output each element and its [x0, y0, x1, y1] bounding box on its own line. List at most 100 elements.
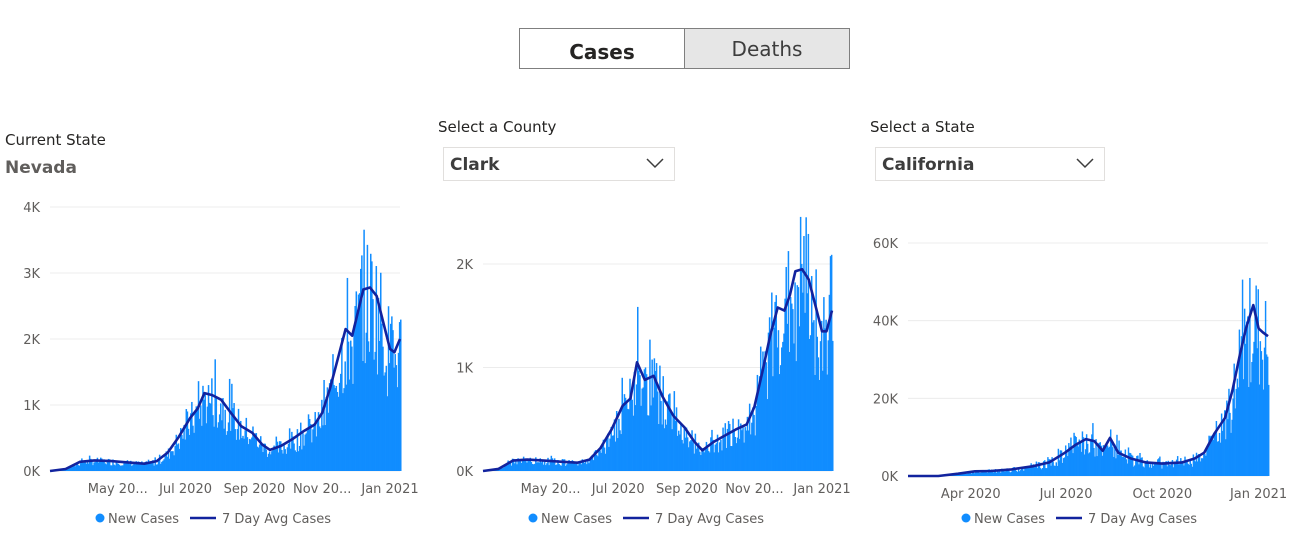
new-cases-bar — [1158, 458, 1160, 476]
new-cases-bar — [1071, 449, 1073, 476]
new-cases-bar — [305, 433, 308, 471]
new-cases-bar — [960, 473, 962, 476]
new-cases-bar — [1008, 471, 1010, 476]
new-cases-bar — [1010, 471, 1013, 476]
new-cases-bar — [789, 297, 792, 471]
new-cases-bar — [300, 422, 302, 471]
new-cases-bar — [317, 412, 320, 471]
new-cases-bar — [1004, 471, 1006, 476]
new-cases-bar — [820, 320, 823, 471]
new-cases-bar — [805, 217, 807, 471]
new-cases-bar — [751, 422, 753, 471]
new-cases-bar — [367, 341, 370, 471]
new-cases-bar — [523, 458, 526, 471]
new-cases-bar — [1263, 347, 1266, 476]
new-cases-bar — [1075, 437, 1077, 476]
new-cases-bar — [1114, 444, 1116, 476]
new-cases-bar — [702, 448, 704, 471]
new-cases-bar — [398, 322, 401, 471]
new-cases-bar — [798, 326, 801, 471]
deaths-toggle-button[interactable]: Deaths — [685, 28, 850, 69]
new-cases-bar — [135, 461, 138, 471]
new-cases-bar — [1127, 447, 1130, 476]
new-cases-bar — [512, 458, 515, 471]
new-cases-bar — [1244, 343, 1247, 476]
new-cases-bar — [310, 424, 312, 471]
y-tick-label: 1K — [456, 362, 473, 377]
new-cases-bar — [612, 435, 615, 471]
new-cases-bar — [311, 442, 313, 471]
new-cases-bar — [969, 472, 972, 476]
new-cases-bar — [802, 292, 804, 471]
new-cases-bar — [264, 443, 266, 471]
new-cases-bar — [210, 403, 212, 471]
new-cases-bar — [261, 445, 263, 471]
state-dropdown[interactable]: California — [875, 147, 1105, 181]
cases-toggle-button[interactable]: Cases — [519, 28, 685, 69]
new-cases-bar — [810, 276, 813, 471]
new-cases-bar — [208, 402, 211, 471]
new-cases-bar — [1223, 421, 1225, 476]
new-cases-bar — [538, 462, 540, 471]
county-dropdown[interactable]: Clark — [443, 147, 675, 181]
new-cases-bar — [331, 384, 333, 471]
new-cases-bar — [643, 369, 646, 471]
new-cases-bar — [183, 425, 185, 471]
new-cases-bar — [814, 374, 816, 471]
new-cases-bar — [1165, 461, 1167, 476]
new-cases-bar — [206, 406, 209, 471]
y-tick-label: 40K — [873, 315, 899, 330]
new-cases-bar — [807, 233, 810, 471]
new-cases-bar — [965, 473, 968, 476]
new-cases-bar — [168, 458, 171, 471]
new-cases-bar — [759, 346, 762, 471]
new-cases-bar — [352, 383, 354, 471]
new-cases-bar — [756, 374, 759, 471]
new-cases-bar — [151, 462, 153, 471]
new-cases-bar — [638, 370, 640, 471]
new-cases-bar — [360, 268, 362, 471]
new-cases-bar — [580, 464, 583, 471]
new-cases-bar — [354, 306, 356, 471]
new-cases-bar — [1216, 441, 1219, 476]
new-cases-bar — [645, 374, 648, 471]
new-cases-bar — [1098, 442, 1100, 476]
new-cases-bar — [1152, 465, 1155, 476]
new-cases-bar — [395, 365, 398, 471]
x-tick-label: Jul 2020 — [158, 482, 212, 497]
new-cases-bar — [772, 376, 774, 471]
new-cases-bar — [535, 457, 537, 471]
new-cases-bar — [971, 471, 974, 476]
new-cases-bar — [234, 429, 236, 471]
new-cases-bar — [1131, 455, 1134, 476]
legend-new-cases-marker — [528, 513, 538, 523]
nevada-cases-chart: 0K 1K 2K 3K 4K May 20... Jul 2020 Sep 2020 Nov 2… — [23, 201, 418, 527]
new-cases-bar — [660, 401, 662, 471]
new-cases-bar — [67, 468, 70, 471]
new-cases-bar — [1035, 461, 1038, 476]
new-cases-bar — [1214, 432, 1217, 476]
new-cases-bar — [1105, 444, 1108, 476]
new-cases-bar — [515, 461, 517, 471]
new-cases-bar — [1005, 469, 1007, 476]
new-cases-bar — [1061, 462, 1064, 476]
new-cases-bar — [91, 460, 93, 471]
new-cases-bar — [527, 459, 529, 471]
new-cases-bar — [154, 457, 156, 471]
new-cases-bar — [161, 461, 163, 471]
new-cases-bar — [1086, 443, 1089, 476]
new-cases-bar — [1241, 279, 1244, 476]
new-cases-bar — [273, 445, 275, 471]
new-cases-bar — [628, 409, 630, 471]
state-dropdown-value: California — [882, 155, 975, 175]
new-cases-bar — [1026, 466, 1028, 476]
new-cases-bar — [520, 463, 523, 471]
new-cases-bar — [74, 466, 76, 471]
new-cases-bar — [114, 465, 116, 471]
new-cases-bar — [1243, 308, 1246, 476]
new-cases-bar — [754, 435, 756, 471]
new-cases-bar — [377, 297, 380, 471]
new-cases-bar — [1199, 461, 1202, 476]
new-cases-bar — [277, 452, 280, 471]
new-cases-bar — [1126, 463, 1129, 476]
